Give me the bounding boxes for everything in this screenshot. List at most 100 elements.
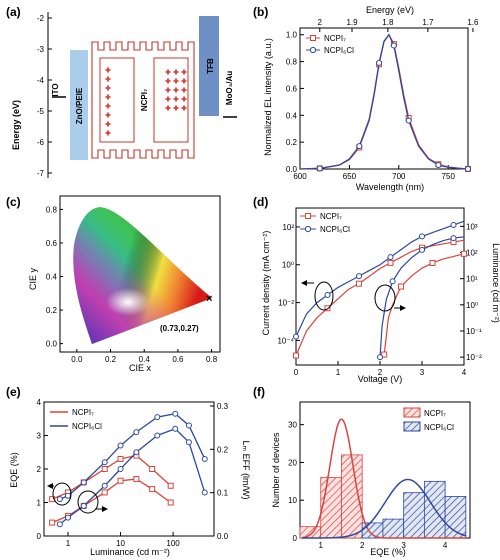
d-xtick-label: 1 [336,368,341,377]
nc-star-icon [164,86,172,94]
cie-point-marker: × [206,293,212,305]
e-point [56,496,63,503]
nc-icon-right [164,68,188,112]
panel-d-plot [293,220,467,361]
panel-c-ticks: 0.0 0.0 0.2 0.2 0.4 0.4 0.6 0.6 0.8 0.8 [46,205,218,364]
f-fit-ncpi6cl [302,478,467,539]
d-xtick-label: 2 [378,368,383,377]
f-xtick-label: 2 [360,541,365,550]
e-point [133,449,140,456]
d-point [389,278,396,285]
nc-star-icon [104,66,112,74]
ncpi-inner-left [99,57,135,143]
panel-c-xlabel: CIE x [129,363,152,373]
d-ytick-label: 10⁻⁴ [277,336,294,345]
d-point [293,333,299,340]
d-point [356,273,362,280]
d-ytick2-label: 10² [466,248,478,257]
panel-d: (d) Current density (mA cm⁻²) Luminance … [253,195,500,384]
panel-b-xlabel: Wavelength (nm) [356,182,424,192]
a-ytick-label: -4 [37,76,45,85]
e-point [117,442,124,449]
panel-f-xlabel: EQE (%) [370,547,406,557]
e-point [133,476,140,483]
e-xtick-label: 10 [116,539,125,548]
legend-d-marker-ncpi7 [305,213,311,219]
legend-b-ncpi7: NCPI₇ [324,34,346,43]
c-ytick-label: 0.4 [46,273,58,282]
d-point [419,246,425,253]
legend-f-ncpi6cl: NCPI₆Cl [424,423,454,432]
d-ytick2-label: 10¹ [466,275,478,284]
b-toptick-label: 1.6 [467,18,479,27]
b-ytick-label: 0.6 [286,84,298,93]
ellipse-e-right [77,490,99,514]
nc-star-icon [104,102,112,110]
d-ytick2-label: 10⁻¹ [466,327,482,336]
f-bar [382,518,405,539]
legend-f-swatch-ncpi7 [403,407,421,418]
e-point [64,492,71,499]
panel-d-ylabel2: Luminance (cd m⁻²) [491,243,500,323]
e-ytick-label: 1 [37,499,42,508]
legend-b-ncpi6cl: NCPI₆Cl [324,46,354,55]
panel-b-ylabel: Normalized EL intensity (a.u.) [263,38,273,156]
f-bar [341,454,363,539]
e-point [80,502,87,509]
e-point [117,466,124,472]
d-point [324,292,331,299]
d-point [398,283,404,290]
legend-f-ncpi7: NCPI₇ [424,409,446,418]
a-ytick-label: -7 [37,169,45,178]
e-ytick2-label: 0.0 [217,532,229,541]
tfb-layer [199,16,219,116]
c-xtick-label: 0.0 [71,355,83,364]
f-ytick-label: 0 [293,534,298,543]
e-ytick2-label: 0.3 [217,402,229,411]
b-xtick-label: 600 [293,172,307,181]
b-toptick-label: 1.7 [422,18,434,27]
panel-b: (b) Energy (eV) Normalized EL intensity … [253,5,479,192]
e-ytick2-label: 0.1 [217,489,229,498]
d-point [324,305,331,312]
d-series-line [383,253,465,355]
panel-f-legend: NCPI₇ NCPI₆Cl [403,407,454,432]
nc-star-icon [104,93,112,101]
e-point [101,489,108,496]
nc-star-icon [172,68,180,76]
c-xtick-label: 0.2 [105,355,117,364]
e-ytick-label: 3 [37,432,42,441]
nc-star-icon [104,84,112,92]
legend-b-marker-ncpi7 [310,35,316,41]
ellipse-left-axis [314,281,334,311]
panel-c-label: (c) [6,195,21,209]
panel-a-label: (a) [6,5,21,19]
zno-peie-layer [70,50,88,160]
e-point [201,455,208,462]
e-point [185,439,192,446]
panel-b-plot [299,33,471,172]
f-ytick-label: 20 [288,458,297,467]
d-series-line [379,236,465,358]
d-series-line [295,220,465,337]
f-xtick-label: 3 [401,541,406,550]
b-ytick-label: 0.8 [286,58,298,67]
d-point [377,354,383,361]
c-ytick-label: 0.8 [46,205,58,214]
c-xtick-label: 0.6 [172,355,184,364]
nc-star-icon [180,104,188,112]
c-xtick-label: 0.4 [139,355,151,364]
nc-star-icon [172,86,180,94]
panel-c-frame [59,195,221,353]
d-ytick-label: 10⁰ [282,261,294,270]
d-xtick-label: 4 [462,368,467,377]
b-xtick-label: 750 [442,172,456,181]
legend-d-marker-ncpi6cl [304,225,312,233]
nc-star-icon [104,75,112,83]
d-ytick2-label: 10⁻² [466,353,482,362]
c-ytick-label: 0.2 [46,306,58,315]
f-ytick-label: 30 [288,421,297,430]
e-point [101,459,108,466]
e-ytick2-label: 0.2 [217,445,229,454]
d-point [450,235,457,242]
